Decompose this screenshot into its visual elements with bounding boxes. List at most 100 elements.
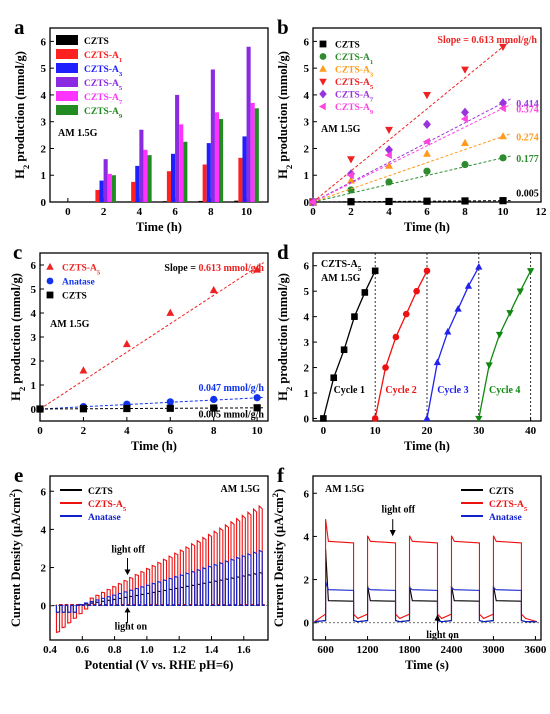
fit-line xyxy=(312,200,511,203)
y-tick-label: 0 xyxy=(41,601,47,613)
slope-label: 0.005 mmol/g/h xyxy=(198,409,264,420)
panel-label: b xyxy=(277,15,289,39)
legend-label: CZTS-A7 xyxy=(335,91,374,104)
data-point xyxy=(461,107,469,118)
legend-swatch xyxy=(56,91,78,101)
y-tick-label: 0 xyxy=(304,197,310,209)
bar xyxy=(166,171,171,202)
bar xyxy=(219,119,224,202)
data-point xyxy=(433,358,441,366)
annotation: AM 1.5G xyxy=(321,124,361,135)
data-point xyxy=(79,366,88,374)
x-tick-label: 0 xyxy=(310,206,316,218)
data-point xyxy=(423,119,431,130)
bar xyxy=(99,180,104,202)
legend-label: CZTS-A1 xyxy=(335,53,373,66)
y-tick-label: 2 xyxy=(41,563,47,575)
x-tick-label: 10 xyxy=(252,425,264,437)
data-point xyxy=(498,104,506,113)
data-point xyxy=(423,167,431,175)
data-point xyxy=(209,285,218,294)
y-tick-label: 6 xyxy=(304,36,310,48)
annotation: AM 1.5G xyxy=(221,484,261,495)
series-line xyxy=(322,270,376,419)
legend-label: CZTS-A3 xyxy=(335,66,374,79)
annotation: AM 1.5G xyxy=(321,273,361,284)
data-point xyxy=(499,154,507,162)
light-off-label: light off xyxy=(382,505,416,516)
data-point xyxy=(461,160,469,169)
data-point xyxy=(79,405,88,413)
y-axis-label: H2 production (mmol/g) xyxy=(276,273,294,401)
x-axis-label: Time (s) xyxy=(405,658,449,672)
panel-e: 0.4 0.6 0.8 1.0 1.2 1.4 1.6 0 2 4 6 Potential (V vs… xyxy=(7,463,269,672)
current-trace xyxy=(314,581,537,623)
legend-label: CZTS-A9 xyxy=(335,103,374,116)
x-tick-label: 8 xyxy=(462,206,468,218)
x-tick-label: 2 xyxy=(348,206,354,218)
data-point xyxy=(253,394,261,402)
legend-label: CZTS-A1 xyxy=(84,51,122,64)
fit-line xyxy=(39,262,264,410)
bar xyxy=(143,149,148,202)
legend-label: Anatase xyxy=(88,513,121,523)
series-line xyxy=(478,270,532,419)
plot-frame xyxy=(49,27,269,203)
panel-c: 0 2 4 6 8 10 0 1 2 3 4 5 6 Time (h) H2 production (mmo… xyxy=(9,240,269,453)
data-point xyxy=(516,288,524,296)
fit-line xyxy=(312,155,511,203)
legend-label: CZTS xyxy=(88,487,113,497)
y-tick-label: 3 xyxy=(304,337,310,349)
y-axis-label: Current Density (μA/cm2) xyxy=(270,489,286,627)
y-tick-label: 2 xyxy=(304,575,310,587)
data-point xyxy=(499,197,507,205)
legend-label: CZTS-A9 xyxy=(84,107,123,120)
annotation: AM 1.5G xyxy=(58,128,98,139)
slope-label: 0.374 xyxy=(516,104,539,115)
y-tick-label: 5 xyxy=(304,63,310,75)
data-point xyxy=(385,161,393,169)
data-point xyxy=(444,327,452,335)
data-point xyxy=(475,263,483,270)
data-point xyxy=(253,404,261,412)
legend-label: CZTS xyxy=(62,292,87,302)
bar xyxy=(214,112,220,202)
x-tick-label: 10 xyxy=(370,425,382,437)
y-tick-label: 0 xyxy=(304,413,310,425)
annotation: AM 1.5G xyxy=(325,484,365,495)
arrow-head xyxy=(389,529,396,537)
legend-label: CZTS-A5 xyxy=(88,500,127,513)
cycle-label: Cycle 2 xyxy=(385,385,416,396)
data-point xyxy=(347,156,355,164)
x-tick-label: 1200 xyxy=(357,644,380,656)
legend-marker xyxy=(46,277,54,285)
bar xyxy=(179,124,184,202)
bar xyxy=(254,108,259,202)
legend-label: CZTS-A5 xyxy=(335,78,374,91)
legend-marker xyxy=(319,64,327,72)
y-tick-label: 0 xyxy=(31,404,37,416)
x-tick-label: 1.6 xyxy=(237,644,251,656)
slope-label: 0.177 xyxy=(516,154,539,165)
data-point xyxy=(371,267,379,275)
current-trace xyxy=(314,549,537,623)
bar xyxy=(210,69,215,202)
y-tick-label: 0 xyxy=(41,197,47,209)
x-tick-label: 10 xyxy=(241,206,253,218)
legend-label: Anatase xyxy=(62,278,95,288)
data-point xyxy=(347,176,355,184)
data-point xyxy=(461,197,469,205)
bar xyxy=(202,164,207,202)
legend-swatch xyxy=(56,105,78,115)
x-axis-label: Potential (V vs. RHE pH=6) xyxy=(85,658,234,672)
bar xyxy=(246,46,251,202)
data-point xyxy=(423,149,431,157)
y-tick-label: 6 xyxy=(41,36,47,48)
x-tick-label: 1.0 xyxy=(140,644,154,656)
slope-label: 0.047 mmol/g/h xyxy=(198,383,264,394)
legend-marker xyxy=(319,78,327,86)
x-tick-label: 10 xyxy=(498,206,510,218)
data-point xyxy=(384,151,392,160)
y-axis-label: H2 production (mmol/g) xyxy=(276,51,294,179)
data-point xyxy=(385,178,393,186)
